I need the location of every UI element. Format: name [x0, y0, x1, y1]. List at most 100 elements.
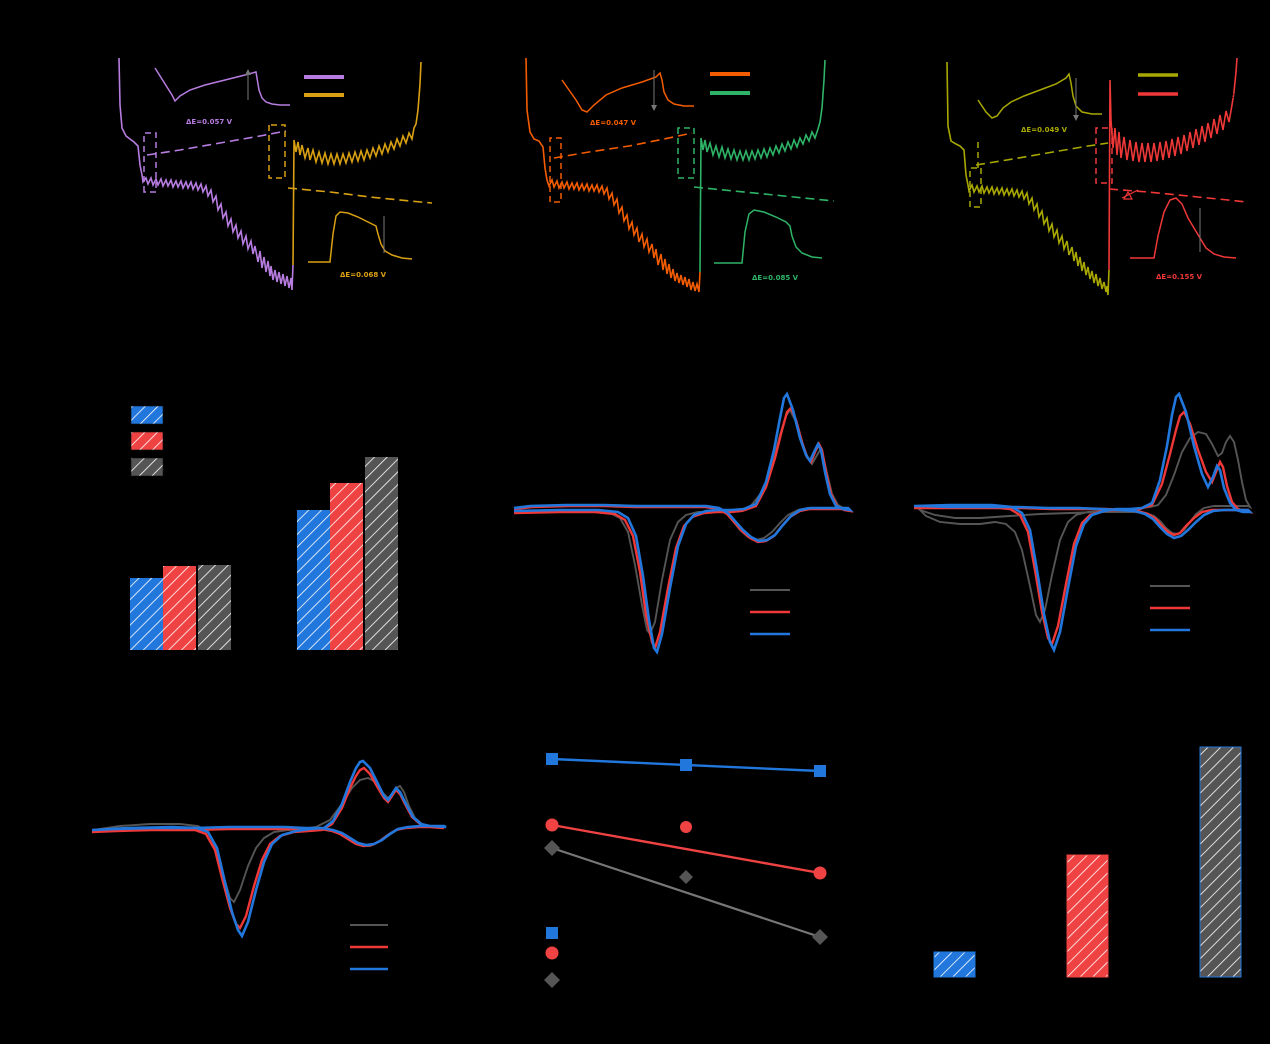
- panel-a-discharge-dashed: [287, 187, 433, 204]
- panel-b-letter: b: [490, 36, 501, 54]
- panel-i-xtick-2: C: [1216, 983, 1224, 996]
- panel-i-bar-0: [933, 951, 976, 978]
- panel-a-annotation-discharge: ΔE=0.068 V: [340, 271, 387, 279]
- panel-g-axes: [89, 740, 450, 1013]
- panel-f-ylabel: Current (mA): [873, 481, 887, 559]
- panel-f-legend-label-0p1: 0.1 mV s⁻¹: [1196, 604, 1249, 615]
- panel-a-inset-discharge: [308, 211, 413, 263]
- panel-i-xtick-0: A: [950, 983, 958, 996]
- panel-h-axes: [531, 720, 860, 1001]
- panel-h-marker-red-0: [545, 818, 559, 832]
- panel-b-ylabel: Potential (V vs. Li/Li⁺): [485, 111, 499, 240]
- panel-d-bar-discharge-1C: [365, 457, 398, 650]
- panel-c-annotation-charge: ΔE=0.049 V: [1021, 126, 1068, 134]
- panel-f-letter: f: [880, 368, 887, 386]
- panel-h-marker-gray-2: [812, 929, 828, 945]
- panel-c-ylabel: Potential (V vs. Li/Li⁺): [891, 113, 905, 242]
- panel-c-annotation-discharge: ΔE=0.155 V: [1156, 273, 1203, 281]
- panel-h-marker-blue-2: [814, 765, 826, 777]
- panel-c-legend-label-discharge: Discharge: [1184, 90, 1234, 101]
- panel-h-marker-red-2: [813, 866, 827, 880]
- panel-h-marker-blue-0: [546, 753, 558, 765]
- panel-h-marker-red-1: [680, 821, 692, 833]
- panel-c-xlabel: Time (h): [1032, 309, 1083, 323]
- panel-e-legend-label-0p05: 0.05 mV s⁻¹: [796, 586, 856, 597]
- panel-g-letter: g: [58, 728, 69, 746]
- panel-h-xlabel: log (scan rate): [652, 1013, 739, 1027]
- panel-h-fit-line-gray: [551, 846, 821, 939]
- panel-c-inset-discharge: [1130, 197, 1237, 259]
- panel-a-discharge-dashed-box: [268, 124, 286, 179]
- panel-d-bar-discharge-0p5C: [330, 483, 363, 650]
- panel-i-xtick-1: B: [1083, 983, 1091, 996]
- panel-d-bar-discharge-0p1C: [297, 510, 330, 650]
- panel-b-legend: Charge Discharge: [710, 70, 806, 100]
- panel-b-charge-dashed: [553, 132, 693, 159]
- panel-a-discharge-curve: [292, 61, 422, 266]
- panel-e-xlabel: Potential (V vs. Li/Li⁺): [615, 671, 744, 685]
- panel-a-annotation-charge: ΔE=0.057 V: [186, 118, 233, 126]
- panel-g: 0.05 mV s⁻¹ 0.1 mV s⁻¹ 0.2 mV s⁻¹ g Pote…: [30, 720, 470, 1044]
- panel-h-svg: Sample 1 Sample 2 Sample 3 h log (scan r…: [491, 708, 860, 1027]
- panel-h-legend: Sample 1 Sample 2 Sample 3: [544, 927, 615, 988]
- panel-h-legend-label-gray: Sample 3: [568, 976, 615, 987]
- panel-b-inset-charge: [561, 71, 694, 113]
- panel-h-ylabel: log (peak current): [491, 806, 505, 914]
- panel-h: Sample 1 Sample 2 Sample 3 h log (scan r…: [460, 700, 880, 1044]
- panel-b-annotation-charge: ΔE=0.047 V: [590, 119, 637, 127]
- panel-b-legend-label-charge: Charge: [756, 70, 792, 81]
- panel-g-legend-label-0p1: 0.1 mV s⁻¹: [394, 943, 447, 954]
- panel-g-legend-label-0p05: 0.05 mV s⁻¹: [394, 921, 454, 932]
- panel-a-svg: ΔE=0.057 V ΔE=0.068 V Charge Discharge a…: [81, 36, 440, 321]
- panel-f-xlabel: Potential (V vs. Li/Li⁺): [1015, 671, 1144, 685]
- panel-c-letter: c: [896, 36, 905, 54]
- panel-e: 0.05 mV s⁻¹ 0.1 mV s⁻¹ 0.2 mV s⁻¹ e Pote…: [450, 360, 870, 690]
- panel-i-svg: A B C i Diffusion coefficient: [879, 708, 1242, 996]
- panel-d-ylabel: Overpotential (mV): [89, 462, 103, 577]
- panel-c: ΔE=0.049 V ΔE=0.155 V Charge Discharge c…: [808, 0, 1270, 330]
- panel-b-svg: ΔE=0.047 V ΔE=0.085 V Charge Discharge b…: [485, 36, 844, 321]
- panel-h-marker-gray-0: [544, 840, 560, 856]
- panel-g-svg: 0.05 mV s⁻¹ 0.1 mV s⁻¹ 0.2 mV s⁻¹ g Pote…: [51, 728, 454, 1037]
- panel-e-curve-blue: [513, 391, 854, 655]
- panel-f-legend-label-0p2: 0.2 mV s⁻¹: [1196, 626, 1249, 637]
- panel-i-letter: i: [886, 708, 891, 726]
- panel-b-charge-dashed-box: [549, 137, 562, 203]
- panel-e-ylabel: Current (mA): [473, 481, 487, 559]
- panel-h-legend-label-red: Sample 2: [568, 949, 615, 960]
- panel-e-letter: e: [480, 368, 490, 386]
- panel-f-curve-blue: [913, 391, 1254, 654]
- panel-i: A B C i Diffusion coefficient: [860, 700, 1270, 1044]
- panel-f-legend-label-0p05: 0.05 mV s⁻¹: [1196, 582, 1256, 593]
- panel-d-letter: d: [92, 370, 103, 388]
- panel-f: 0.05 mV s⁻¹ 0.1 mV s⁻¹ 0.2 mV s⁻¹ f Pote…: [850, 360, 1270, 690]
- panel-i-axes: [919, 720, 1242, 978]
- panel-d-legend-label-0p5C: 0.5 C: [170, 437, 196, 448]
- panel-c-charge-dashed-box: [969, 167, 982, 208]
- panel-d-bar-charge-1C: [198, 565, 231, 650]
- panel-h-legend-marker-red: [545, 946, 559, 960]
- panel-d-bar-charge-0p1C: [130, 578, 163, 650]
- panel-e-legend-label-0p2: 0.2 mV s⁻¹: [796, 630, 849, 641]
- panel-a-legend-label-charge: Charge: [350, 73, 386, 84]
- panel-h-legend-marker-gray: [544, 972, 560, 988]
- panel-b-charge-curve: [525, 57, 701, 293]
- panel-b-inset-discharge: [714, 209, 823, 264]
- panel-d-legend-swatch-0p5C: [130, 431, 164, 451]
- panel-a-inset-charge: [154, 67, 290, 106]
- panel-d-svg: 0.1 C 0.5 C 1 C Charge Discharge d Overp…: [89, 370, 420, 669]
- panel-a-ylabel: Potential (V vs. Li/Li⁺): [81, 111, 95, 240]
- panel-g-xlabel: Potential (V vs. Li/Li⁺): [205, 1023, 334, 1037]
- panel-b-xlabel: Time (h): [628, 307, 679, 321]
- panel-d-legend-swatch-1C: [130, 457, 164, 477]
- panel-f-legend: 0.05 mV s⁻¹ 0.1 mV s⁻¹ 0.2 mV s⁻¹: [1150, 582, 1256, 637]
- panel-e-svg: 0.05 mV s⁻¹ 0.1 mV s⁻¹ 0.2 mV s⁻¹ e Pote…: [473, 368, 856, 685]
- panel-a-legend-label-discharge: Discharge: [350, 91, 400, 102]
- panel-c-inset-charge: [977, 72, 1102, 119]
- panel-a-charge-dashed-box: [143, 132, 157, 193]
- panel-d-legend-items: 0.1 C 0.5 C 1 C: [130, 405, 196, 477]
- panel-b: ΔE=0.047 V ΔE=0.085 V Charge Discharge b…: [404, 0, 864, 330]
- panel-e-axes: [511, 380, 850, 661]
- panel-c-legend: Charge Discharge: [1138, 71, 1234, 101]
